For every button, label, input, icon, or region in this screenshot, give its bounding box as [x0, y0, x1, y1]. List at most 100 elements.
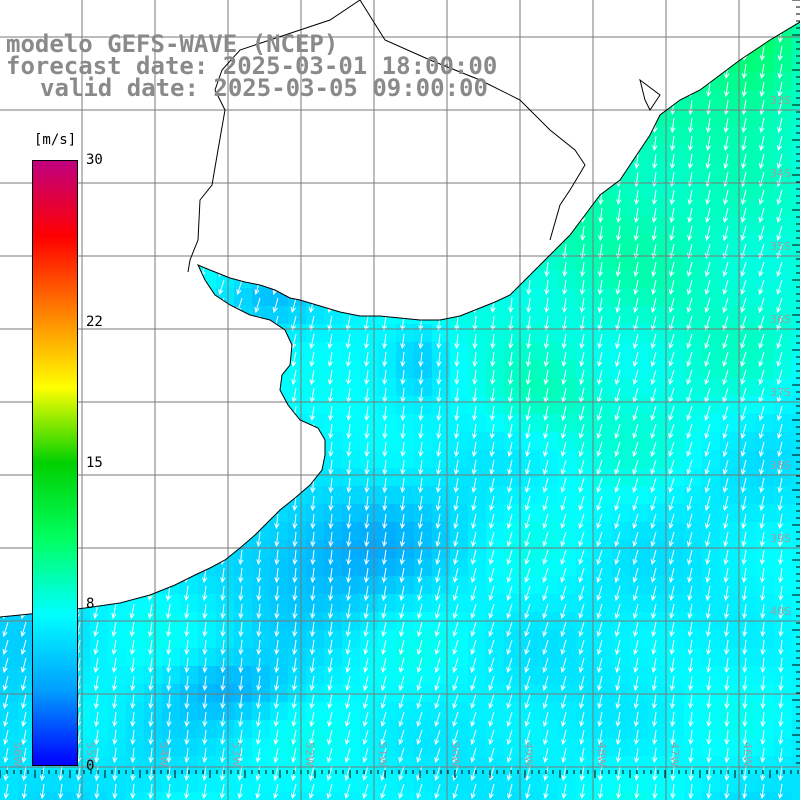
wind-speed-cell [576, 342, 595, 361]
wind-speed-cell [360, 558, 379, 577]
wind-arrow [597, 729, 603, 746]
wind-arrow [506, 549, 513, 566]
wind-arrow [668, 405, 675, 422]
wind-arrow [632, 513, 639, 530]
wind-arrow [292, 621, 298, 638]
wind-arrow [596, 585, 603, 602]
wind-arrow [381, 603, 387, 620]
wind-speed-cell [378, 414, 397, 433]
wind-arrow [21, 765, 27, 782]
wind-speed-cell [432, 522, 451, 541]
wind-arrow [632, 531, 639, 548]
wind-speed-cell [630, 234, 649, 253]
wind-arrow [506, 783, 513, 800]
wind-speed-cell [414, 396, 433, 415]
wind-speed-cell [558, 270, 577, 289]
wind-arrow [614, 531, 621, 548]
wind-speed-cell [630, 666, 649, 685]
wind-arrow [274, 639, 280, 656]
wind-arrow [524, 711, 531, 728]
wind-speed-cell [216, 576, 235, 595]
wind-arrow [669, 657, 675, 674]
wind-arrow [398, 783, 405, 800]
wind-speed-cell [612, 198, 631, 217]
wind-arrow [650, 495, 657, 512]
wind-speed-cell [306, 684, 325, 703]
wind-arrow [760, 603, 766, 620]
wind-speed-cell [216, 792, 235, 800]
wind-speed-cell [486, 468, 505, 487]
wind-arrow [507, 423, 513, 440]
wind-speed-cell [450, 486, 469, 505]
wind-speed-cell [720, 648, 739, 667]
wind-arrow [488, 747, 495, 764]
wind-speed-cell [684, 666, 703, 685]
wind-speed-cell [324, 396, 343, 415]
wind-speed-cell [540, 702, 559, 721]
wind-speed-cell [702, 756, 721, 775]
wind-arrow [436, 423, 442, 440]
wind-arrow [525, 423, 531, 440]
wind-speed-cell [378, 378, 397, 397]
wind-arrow [506, 657, 513, 674]
wind-speed-cell [648, 720, 667, 739]
wind-speed-cell [414, 468, 433, 487]
wind-speed-cell [702, 648, 721, 667]
wind-speed-cell [720, 234, 739, 253]
wind-speed-cell [792, 540, 800, 559]
wind-arrow [417, 567, 423, 584]
wind-speed-cell [396, 450, 415, 469]
wind-speed-cell [648, 630, 667, 649]
wind-arrow [308, 765, 315, 782]
wind-speed-cell [684, 306, 703, 325]
wind-speed-cell [432, 540, 451, 559]
wind-speed-cell [594, 306, 613, 325]
wind-arrow [722, 351, 729, 368]
wind-arrow [524, 549, 531, 566]
wind-speed-cell [126, 702, 145, 721]
wind-speed-cell [666, 270, 685, 289]
wind-speed-cell [666, 576, 685, 595]
wind-speed-cell [702, 198, 721, 217]
wind-speed-cell [90, 792, 109, 800]
wind-speed-cell [648, 702, 667, 721]
wind-arrow [489, 477, 495, 494]
wind-speed-cell [774, 486, 793, 505]
wind-arrow [310, 513, 316, 530]
wind-arrow [507, 369, 514, 386]
wind-arrow [651, 693, 658, 710]
wind-speed-cell [666, 342, 685, 361]
wind-speed-cell [324, 738, 343, 757]
wind-speed-cell [378, 720, 397, 739]
wind-arrow [309, 639, 316, 656]
wind-arrow [436, 351, 442, 368]
wind-arrow [776, 297, 783, 314]
wind-speed-cell [738, 648, 757, 667]
wind-speed-cell [738, 486, 757, 505]
wind-arrow [471, 459, 477, 476]
wind-speed-cell [522, 432, 541, 451]
wind-speed-cell [126, 648, 145, 667]
wind-arrow [94, 783, 100, 800]
wind-arrow [722, 477, 729, 494]
wind-arrow [416, 693, 423, 710]
wind-arrow [184, 783, 190, 800]
wind-arrow [760, 675, 766, 692]
wind-speed-cell [648, 774, 667, 793]
wind-speed-cell [432, 486, 451, 505]
wind-arrow [254, 297, 261, 314]
wind-speed-cell [756, 630, 775, 649]
wind-speed-cell [342, 630, 361, 649]
wind-speed-cell [648, 162, 667, 181]
wind-arrow [542, 441, 549, 458]
wind-speed-cell [468, 468, 487, 487]
wind-speed-cell [504, 378, 523, 397]
wind-arrow [399, 567, 405, 584]
wind-arrow [632, 423, 639, 440]
wind-arrow [2, 693, 9, 710]
wind-speed-cell [612, 234, 631, 253]
wind-speed-cell [756, 504, 775, 523]
wind-arrow [722, 495, 729, 512]
wind-arrow [723, 153, 729, 170]
wind-speed-cell [774, 72, 793, 91]
